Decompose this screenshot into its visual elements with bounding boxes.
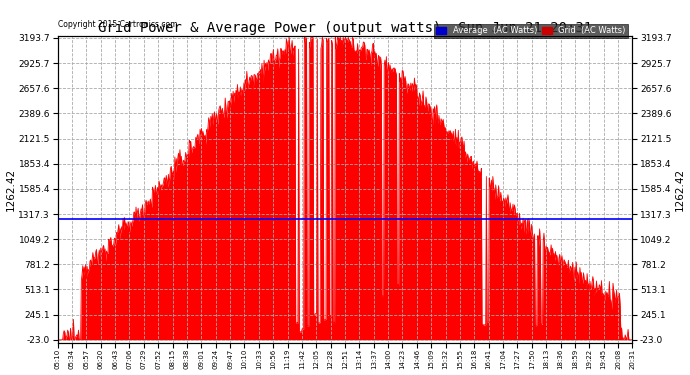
Legend: Average  (AC Watts), Grid  (AC Watts): Average (AC Watts), Grid (AC Watts) [434,24,628,38]
Y-axis label: 1262.42: 1262.42 [674,168,684,211]
Text: Copyright 2015 Cartronics.com: Copyright 2015 Cartronics.com [57,20,177,28]
Y-axis label: 1262.42: 1262.42 [6,168,16,211]
Title: Grid Power & Average Power (output watts)  Sun Jun 21 20:31: Grid Power & Average Power (output watts… [98,21,592,35]
